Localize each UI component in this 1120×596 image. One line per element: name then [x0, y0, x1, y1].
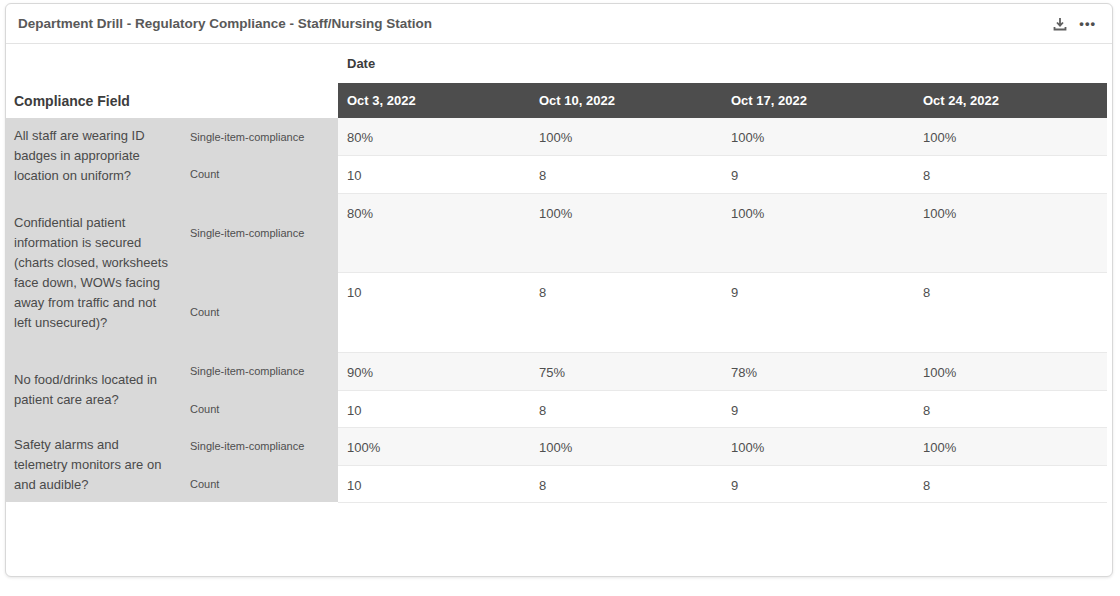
compliance-value-cell: 80%	[338, 118, 530, 155]
compliance-table: Date Compliance Field Oct 3, 2022 Oct 10…	[6, 44, 1107, 503]
download-icon	[1052, 16, 1068, 32]
compliance-value-cell: 100%	[530, 193, 722, 272]
compliance-value-cell: 80%	[338, 193, 530, 272]
table-row: No food/drinks located in patient care a…	[6, 352, 1107, 390]
date-column-header: Oct 10, 2022	[530, 83, 722, 118]
widget-titlebar: Department Drill - Regulatory Compliance…	[6, 4, 1112, 44]
compliance-value-cell: 100%	[722, 193, 914, 272]
compliance-value-cell: 100%	[914, 193, 1107, 272]
measure-label-compliance: Single-item-compliance	[180, 118, 338, 155]
measure-label-count: Count	[180, 465, 338, 502]
count-value-cell: 8	[530, 272, 722, 352]
compliance-value-cell: 100%	[722, 118, 914, 155]
compliance-value-cell: 100%	[914, 352, 1107, 390]
table-row: Confidential patient information is secu…	[6, 193, 1107, 272]
count-value-cell: 8	[914, 390, 1107, 427]
compliance-value-cell: 100%	[530, 118, 722, 155]
compliance-question: All staff are wearing ID badges in appro…	[6, 118, 180, 193]
count-value-cell: 8	[914, 272, 1107, 352]
ellipsis-menu-icon: •••	[1079, 17, 1096, 30]
download-button[interactable]	[1050, 14, 1070, 34]
count-value-cell: 8	[914, 465, 1107, 502]
compliance-value-cell: 100%	[530, 427, 722, 465]
count-value-cell: 8	[530, 155, 722, 193]
measure-label-compliance: Single-item-compliance	[180, 352, 338, 390]
date-column-header: Oct 24, 2022	[914, 83, 1107, 118]
count-value-cell: 8	[914, 155, 1107, 193]
count-value-cell: 10	[338, 272, 530, 352]
compliance-value-cell: 100%	[914, 427, 1107, 465]
dimension-label: Date	[338, 44, 1107, 83]
measure-label-count: Count	[180, 272, 338, 352]
compliance-question: Safety alarms and telemetry monitors are…	[6, 427, 180, 502]
count-value-cell: 10	[338, 465, 530, 502]
spacer-cell	[6, 44, 338, 83]
table-row: All staff are wearing ID badges in appro…	[6, 118, 1107, 155]
widget-title: Department Drill - Regulatory Compliance…	[18, 16, 1050, 31]
count-value-cell: 10	[338, 390, 530, 427]
count-value-cell: 9	[722, 155, 914, 193]
date-column-header: Oct 17, 2022	[722, 83, 914, 118]
compliance-value-cell: 78%	[722, 352, 914, 390]
compliance-value-cell: 75%	[530, 352, 722, 390]
compliance-value-cell: 100%	[914, 118, 1107, 155]
compliance-value-cell: 90%	[338, 352, 530, 390]
dashboard-widget-card: Department Drill - Regulatory Compliance…	[5, 3, 1113, 577]
compliance-value-cell: 100%	[338, 427, 530, 465]
count-value-cell: 9	[722, 272, 914, 352]
count-value-cell: 9	[722, 465, 914, 502]
compliance-value-cell: 100%	[722, 427, 914, 465]
measure-label-compliance: Single-item-compliance	[180, 427, 338, 465]
count-value-cell: 8	[530, 390, 722, 427]
compliance-question: No food/drinks located in patient care a…	[6, 352, 180, 427]
date-column-header: Oct 3, 2022	[338, 83, 530, 118]
measure-label-count: Count	[180, 155, 338, 193]
column-header-row: Compliance Field Oct 3, 2022 Oct 10, 202…	[6, 83, 1107, 118]
count-value-cell: 8	[530, 465, 722, 502]
count-value-cell: 9	[722, 390, 914, 427]
compliance-question: Confidential patient information is secu…	[6, 193, 180, 352]
measure-label-compliance: Single-item-compliance	[180, 193, 338, 272]
more-options-button[interactable]: •••	[1077, 15, 1098, 32]
table-row: Safety alarms and telemetry monitors are…	[6, 427, 1107, 465]
widget-toolbar: •••	[1050, 14, 1098, 34]
dimension-label-row: Date	[6, 44, 1107, 83]
count-value-cell: 10	[338, 155, 530, 193]
row-header-compliance-field: Compliance Field	[6, 83, 338, 118]
measure-label-count: Count	[180, 390, 338, 427]
